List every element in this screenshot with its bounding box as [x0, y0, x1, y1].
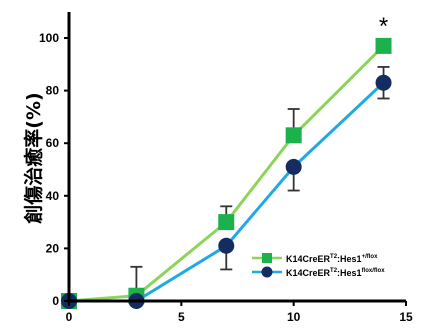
- legend-main-hes1-het: K14CreER: [286, 254, 331, 264]
- legend-label-hes1-cko: K14CreERT2:Hes1flox/flox: [286, 268, 385, 278]
- data-point-circle: [218, 237, 235, 254]
- x-tick-label: 15: [399, 310, 413, 324]
- legend-sup-genotype-het: +/flox: [362, 254, 379, 260]
- legend-entry-hes1-het: K14CreERT2:Hes1+/flox: [252, 253, 378, 264]
- data-point-square: [375, 37, 392, 54]
- x-tick-label: 5: [178, 310, 185, 324]
- y-tick-label: 40: [46, 189, 60, 203]
- data-point-circle: [285, 158, 302, 175]
- x-axis-ticks: 0 5 10 15: [66, 301, 413, 324]
- y-tick-label: 0: [52, 294, 59, 308]
- y-tick-label: 60: [46, 136, 60, 150]
- legend-label-hes1-het: K14CreERT2:Hes1+/flox: [286, 254, 378, 264]
- legend-marker-hes1-het: [262, 253, 272, 263]
- y-tick-label: 100: [39, 31, 59, 45]
- data-point-square: [285, 127, 302, 144]
- y-tick-label: 20: [46, 241, 60, 255]
- x-tick-label: 0: [66, 310, 73, 324]
- significance-annotation: *: [379, 13, 388, 40]
- legend-sup-genotype-cko: flox/flox: [362, 268, 386, 274]
- data-point-circle: [375, 74, 392, 91]
- legend-marker-hes1-cko: [261, 266, 273, 278]
- data-point-square: [218, 214, 235, 231]
- legend-mid-hes1-cko: :Hes1: [337, 268, 362, 278]
- legend-sup-t2-cko: T2: [330, 268, 338, 274]
- legend-entry-hes1-cko: K14CreERT2:Hes1flox/flox: [252, 266, 385, 278]
- x-tick-label: 10: [287, 310, 301, 324]
- y-tick-label: 80: [46, 84, 60, 98]
- legend-sup-t2-het: T2: [330, 254, 338, 260]
- legend: K14CreERT2:Hes1+/flox K14CreERT2:Hes1flo…: [252, 253, 385, 278]
- legend-main-hes1-cko: K14CreER: [286, 268, 331, 278]
- y-axis-label: 創傷治癒率(%): [22, 92, 45, 223]
- y-axis-ticks: 0 20 40 60 80 100: [39, 31, 69, 308]
- legend-mid-hes1-het: :Hes1: [337, 254, 362, 264]
